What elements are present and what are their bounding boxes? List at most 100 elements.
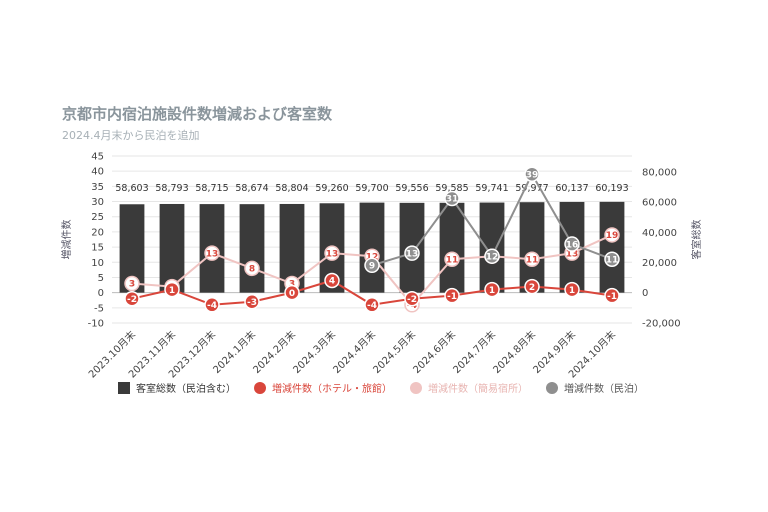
bar-data-label: 59,260 [315,183,348,194]
y-right-tick-label: 0 [642,288,648,299]
point-data-label: 19 [606,231,619,241]
bar-data-label: 59,977 [515,183,548,194]
bar-data-label: 58,674 [235,183,268,194]
y-left-tick-label: 45 [91,152,104,163]
legend-item-simple-lodging[interactable]: 増減件数（簡易宿所） [410,380,528,395]
series-point [124,290,140,307]
y-right-tick-label: 20,000 [642,258,677,269]
series-point [604,287,620,304]
point-data-label: 11 [606,255,619,265]
y-left-tick-label: 20 [91,227,104,238]
point-data-label: 12 [366,252,379,262]
legend-label: 増減件数（ホテル・旅館） [272,384,392,395]
point-data-label: 1 [169,286,175,296]
y-left-tick-label: 10 [91,258,104,269]
bar-data-label: 59,700 [355,183,388,194]
legend-swatch [118,381,130,394]
legend-item-minpaku[interactable]: 増減件数（民泊） [546,380,644,395]
point-data-label: 13 [566,249,579,259]
y-left-tick-label: 40 [91,167,104,178]
series-point [124,275,140,292]
y-left-tick-label: 15 [91,243,104,254]
point-data-label: 16 [566,240,579,250]
bar [519,202,545,293]
y-left-tick-label: 35 [91,182,104,193]
y-right-tick-label: 80,000 [642,168,677,179]
point-data-label: -4 [207,301,217,311]
point-data-label: -2 [407,295,417,305]
bar [599,201,625,293]
y-left-tick-label: 5 [98,273,104,284]
series-point [324,272,340,289]
series-point [524,251,540,267]
series-point [564,236,580,252]
point-data-label: 31 [446,195,459,205]
point-data-label: 1 [489,286,495,296]
series-point [604,227,620,243]
series-point [204,245,220,261]
legend-swatch [410,381,422,394]
y-left-tick-label: -5 [94,303,104,314]
point-data-label: 13 [406,249,419,259]
point-data-label: 11 [526,255,539,265]
y-right-tick-label: 40,000 [642,228,677,239]
bar-data-label: 58,603 [115,183,148,194]
y-left-tick-label: 30 [91,197,104,208]
series-point [484,281,500,298]
y-left-axis-title: 増減件数 [60,220,73,260]
legend-item-bars[interactable]: 客室総数（民泊含む） [118,380,236,395]
series-point [364,297,380,313]
point-data-label: 4 [329,277,335,287]
bar [479,202,505,293]
point-data-label: -4 [367,301,377,311]
series-point [404,290,420,307]
bar [359,202,385,293]
legend-swatch [254,381,266,394]
bar [439,202,465,293]
legend-item-hotel[interactable]: 増減件数（ホテル・旅館） [254,380,392,395]
point-data-label: 11 [446,255,459,265]
series-point [164,281,180,298]
y-right-axis-title: 客室総数 [690,220,703,260]
y-right-tick-label: 60,000 [642,198,677,209]
series-point [564,281,580,298]
chart-title: 京都市内宿泊施設件数増減および客室数 [62,105,333,123]
point-data-label: 0 [289,289,295,299]
bar-data-label: 58,793 [155,183,188,194]
bar-data-label: 58,715 [195,183,228,194]
bar [239,204,265,293]
bar-data-label: 59,556 [395,183,428,194]
legend-label: 増減件数（民泊） [564,384,644,395]
point-data-label: -1 [607,292,617,302]
series-point [524,278,540,295]
chart-subtitle: 2024.4月末から民泊を追加 [62,129,200,142]
series-point [444,287,460,304]
series-point [444,190,460,207]
series-point [444,251,460,267]
point-data-label: -2 [127,295,137,305]
series-point [204,297,220,313]
series-point [244,260,260,277]
point-data-label: 13 [326,249,339,259]
point-data-label: -3 [247,298,257,308]
point-data-label: 12 [486,252,499,262]
bar [159,203,185,293]
legend-swatch [546,381,558,394]
y-left-tick-label: -10 [88,319,104,330]
point-data-label: 1 [569,286,575,296]
legend-label: 客室総数（民泊含む） [136,384,236,395]
series-point [604,251,620,267]
series-point [284,284,300,301]
series-point [404,245,420,261]
point-data-label: 3 [289,280,295,290]
point-data-label: 2 [529,283,535,293]
bar-data-label: 59,585 [435,183,468,194]
point-data-label: 39 [526,170,539,180]
point-data-label: 3 [129,280,135,290]
legend-label: 増減件数（簡易宿所） [428,384,528,395]
y-left-tick-label: 0 [98,288,104,299]
y-left-tick-label: 25 [91,212,104,223]
point-data-label: 13 [206,249,219,259]
point-data-label: 8 [249,265,255,275]
